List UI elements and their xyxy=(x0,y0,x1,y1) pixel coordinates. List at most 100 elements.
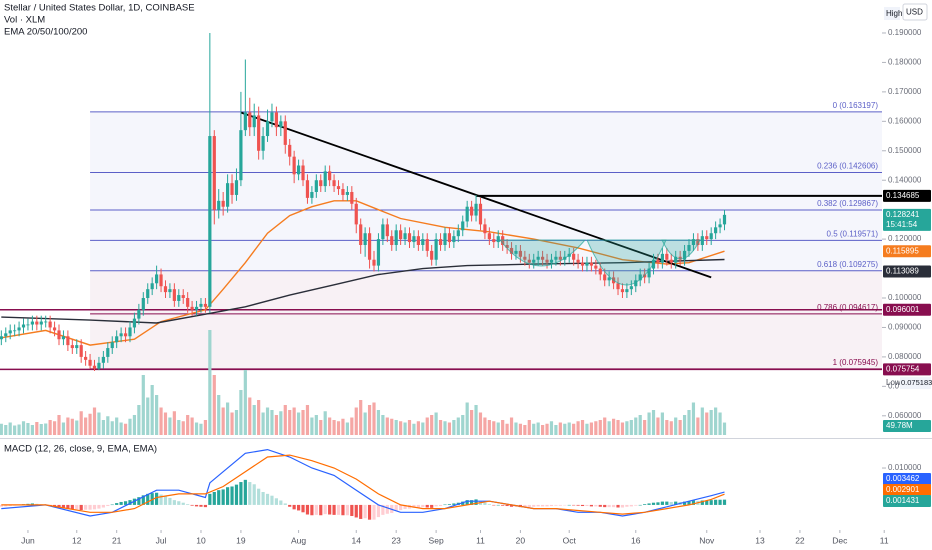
volume-bar xyxy=(84,417,88,435)
volume-bar xyxy=(714,407,718,435)
macd-histogram-bar xyxy=(328,504,332,515)
macd-histogram-bar xyxy=(381,504,385,515)
macd-histogram-bar xyxy=(527,504,531,508)
candle-body xyxy=(310,191,314,198)
volume-bar xyxy=(611,418,616,435)
candle-body xyxy=(168,289,172,293)
volume-bar xyxy=(106,416,110,435)
candle-body xyxy=(523,256,527,260)
x-tick-label: 19 xyxy=(236,535,246,545)
candle-body xyxy=(483,224,487,234)
time-axis xyxy=(0,530,932,550)
currency-box[interactable] xyxy=(902,3,928,21)
macd-histogram-bar xyxy=(79,504,83,511)
macd-histogram-bar xyxy=(505,504,509,507)
macd-line xyxy=(1,448,725,517)
volume-bar xyxy=(115,417,119,435)
volume-bar xyxy=(208,330,212,435)
volume-bar xyxy=(643,420,647,435)
volume-bar xyxy=(4,425,8,435)
candle-body xyxy=(425,239,429,251)
candle-body xyxy=(57,330,61,340)
macd-histogram-bar xyxy=(611,504,616,508)
macd-histogram-bar xyxy=(137,497,141,505)
candle-body xyxy=(190,306,194,310)
macd-histogram-bar xyxy=(283,503,287,505)
candle-body xyxy=(203,303,208,307)
candle-body xyxy=(341,189,345,195)
macd-histogram-bar xyxy=(199,504,203,507)
macd-histogram-bar xyxy=(30,503,34,505)
volume-bar xyxy=(616,420,620,435)
volume-bar xyxy=(629,420,633,435)
macd-histogram-bar xyxy=(523,504,527,508)
macd-histogram-bar xyxy=(722,499,727,505)
macd-histogram-bar xyxy=(483,502,487,505)
x-tick-label: 12 xyxy=(72,535,82,545)
chart-title: Stellar / United States Dollar, 1D, COIN… xyxy=(4,3,195,14)
volume-bar xyxy=(682,415,687,435)
currency[interactable]: USD xyxy=(906,8,923,17)
fib-label: 0.5 (0.119571) xyxy=(827,229,879,238)
macd-histogram-bar xyxy=(714,499,718,505)
macd-histogram-bar xyxy=(52,504,57,507)
candle-body xyxy=(669,259,673,263)
volume-bar xyxy=(252,405,256,435)
volume-bar xyxy=(674,417,678,435)
macd-histogram-bar xyxy=(367,504,372,520)
volume-bar xyxy=(638,415,642,435)
volume-bar xyxy=(30,425,34,435)
macd-histogram-bar xyxy=(421,504,425,508)
candle-body xyxy=(128,327,132,337)
volume-bar xyxy=(199,423,203,435)
volume-bar xyxy=(44,423,48,435)
macd-histogram-bar xyxy=(700,500,704,505)
candle-body xyxy=(261,136,265,151)
macd-histogram-bar xyxy=(634,504,638,506)
macd-histogram-bar xyxy=(350,504,354,516)
candle-body xyxy=(594,265,598,269)
volume-bar xyxy=(261,412,265,435)
x-tick-label: 14 xyxy=(352,535,362,545)
macd-histogram-bar xyxy=(323,504,327,515)
volume-bar xyxy=(549,421,554,435)
volume-bar xyxy=(425,417,429,435)
macd-histogram-bar xyxy=(234,484,239,505)
fib-label: 0.618 (0.109275) xyxy=(817,260,878,269)
candle-body xyxy=(79,345,83,357)
candle-body xyxy=(381,224,385,240)
candle-body xyxy=(150,283,154,290)
candle-body xyxy=(345,191,349,195)
macd-badge: 0.003462 xyxy=(886,474,920,483)
candle-body xyxy=(248,112,252,128)
macd-histogram-bar xyxy=(221,489,225,505)
candle-body xyxy=(21,324,26,328)
candle-body xyxy=(638,274,642,281)
hline-badge-box xyxy=(883,303,931,316)
volume-bar xyxy=(572,423,576,435)
macd-histogram-bar xyxy=(656,502,660,505)
volume-bar xyxy=(119,422,123,435)
candle-body xyxy=(44,321,48,323)
candle-body xyxy=(430,250,434,260)
candle-body xyxy=(199,303,203,307)
macd-histogram-bar xyxy=(443,504,447,506)
volume-bar xyxy=(230,412,234,435)
volume-bar xyxy=(345,422,349,435)
candle-body xyxy=(501,236,505,246)
ema-badge-box xyxy=(883,245,931,258)
volume-bar xyxy=(48,420,52,435)
fib-label: 0 (0.163197) xyxy=(833,101,879,110)
volume-bar xyxy=(434,412,438,435)
macd-histogram-bar xyxy=(567,504,571,506)
volume-bar xyxy=(394,420,398,435)
volume-bar xyxy=(465,402,469,435)
candle-body xyxy=(110,342,114,349)
macd-histogram-bar xyxy=(665,501,669,505)
macd-histogram-bar xyxy=(545,504,549,507)
macd-histogram-bar xyxy=(447,504,452,505)
candle-body xyxy=(208,136,212,307)
candle-body xyxy=(438,239,443,246)
macd-histogram-bar xyxy=(474,499,478,505)
candle-body xyxy=(212,136,216,210)
